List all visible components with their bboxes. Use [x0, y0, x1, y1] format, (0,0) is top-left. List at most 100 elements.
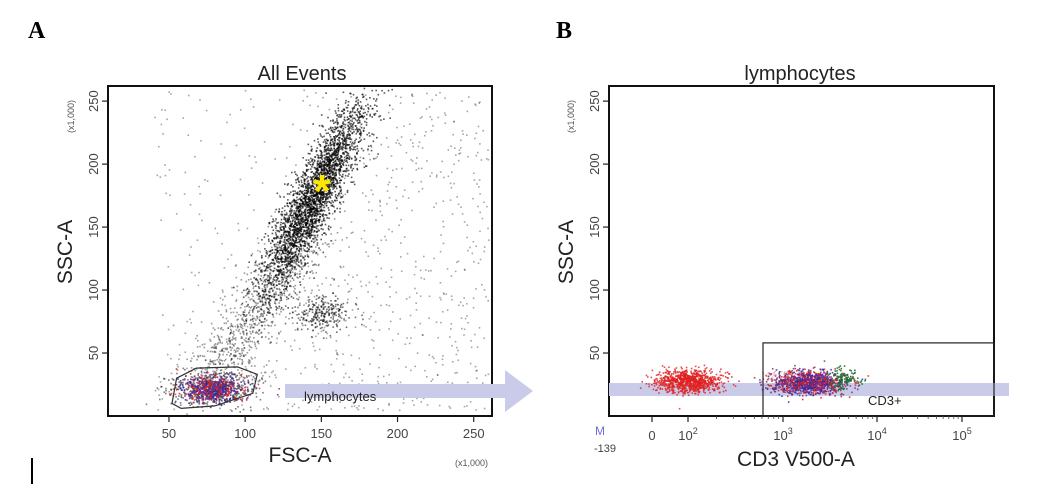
data-point — [216, 359, 218, 361]
data-point — [332, 140, 334, 143]
data-point — [157, 388, 160, 391]
data-point — [485, 158, 488, 160]
data-point — [282, 268, 285, 270]
data-point — [340, 159, 342, 162]
data-point — [182, 381, 184, 384]
data-point — [264, 261, 266, 263]
data-point — [279, 240, 282, 243]
data-point — [230, 330, 233, 332]
data-point — [333, 172, 336, 175]
data-point — [375, 98, 378, 100]
data-point — [356, 127, 358, 129]
data-point — [296, 224, 298, 227]
data-point — [361, 379, 364, 382]
data-point — [250, 356, 252, 359]
data-point — [297, 256, 299, 259]
data-point — [289, 272, 291, 274]
data-point — [331, 311, 333, 314]
data-point — [305, 263, 307, 265]
data-point — [362, 112, 365, 114]
data-point — [390, 269, 393, 271]
data-point — [329, 144, 332, 147]
data-point — [295, 228, 297, 231]
data-point — [232, 337, 234, 340]
data-point — [334, 210, 336, 212]
data-point — [210, 377, 213, 379]
data-point — [403, 125, 405, 127]
data-point — [370, 144, 372, 147]
data-point — [205, 402, 207, 405]
data-point — [305, 250, 307, 252]
data-point — [352, 181, 354, 183]
data-point — [227, 381, 230, 384]
data-point — [454, 270, 457, 273]
data-point — [461, 100, 463, 102]
data-point — [379, 115, 382, 117]
data-point — [294, 254, 296, 257]
data-point — [317, 195, 319, 197]
data-point — [198, 271, 200, 274]
data-point — [309, 229, 311, 232]
data-point — [220, 336, 223, 338]
data-point — [219, 375, 221, 377]
data-point — [480, 159, 483, 161]
data-point — [292, 214, 294, 217]
data-point — [296, 298, 298, 300]
data-point — [315, 200, 318, 202]
data-point — [314, 214, 317, 217]
data-point — [309, 187, 312, 189]
data-point — [350, 164, 352, 166]
data-point — [305, 204, 307, 206]
data-point — [324, 301, 326, 304]
data-point — [337, 107, 340, 109]
data-point — [237, 346, 239, 349]
data-point — [275, 208, 277, 211]
data-point — [310, 232, 312, 234]
data-point — [277, 274, 280, 276]
data-point — [342, 266, 345, 268]
data-point — [383, 118, 385, 120]
data-point — [295, 222, 297, 224]
data-point — [289, 255, 292, 258]
data-point — [304, 211, 307, 214]
data-point — [328, 398, 330, 401]
data-point — [222, 363, 224, 365]
data-point — [309, 195, 311, 197]
data-point — [274, 224, 277, 227]
data-point — [475, 132, 478, 135]
data-point — [315, 208, 318, 210]
data-point — [293, 245, 295, 248]
data-point — [302, 265, 304, 268]
data-point — [305, 197, 307, 200]
data-point — [354, 145, 357, 148]
data-point — [297, 306, 299, 309]
data-point — [313, 314, 316, 316]
data-point — [302, 174, 304, 176]
data-point — [305, 223, 307, 226]
data-point — [322, 175, 324, 177]
data-point — [349, 111, 352, 114]
data-point — [320, 238, 322, 241]
data-point — [250, 325, 252, 328]
data-point — [267, 275, 269, 277]
data-point — [294, 223, 296, 225]
data-point — [295, 249, 298, 252]
data-point — [271, 313, 274, 316]
data-point — [380, 239, 383, 242]
data-point — [301, 241, 304, 243]
data-point — [292, 243, 294, 246]
data-point — [309, 204, 311, 207]
data-point — [372, 347, 375, 349]
data-point — [313, 195, 315, 197]
data-point — [169, 194, 171, 197]
data-point — [345, 236, 348, 239]
data-point — [339, 170, 342, 173]
data-point — [329, 195, 331, 197]
data-point — [200, 321, 203, 323]
data-point — [332, 326, 334, 328]
data-point — [332, 318, 334, 320]
data-point — [334, 154, 336, 157]
data-point — [197, 356, 200, 358]
data-point — [395, 199, 397, 202]
data-point — [317, 163, 319, 165]
